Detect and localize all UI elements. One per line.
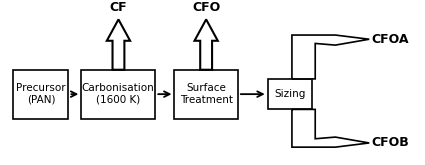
PathPatch shape bbox=[292, 109, 369, 147]
Text: Carbonisation
(1600 K): Carbonisation (1600 K) bbox=[82, 83, 155, 105]
Text: CFO: CFO bbox=[192, 1, 220, 14]
Text: CFOB: CFOB bbox=[371, 136, 409, 149]
Text: Surface
Treatment: Surface Treatment bbox=[180, 83, 232, 105]
FancyBboxPatch shape bbox=[268, 79, 312, 109]
FancyBboxPatch shape bbox=[81, 70, 155, 118]
Text: Precursor
(PAN): Precursor (PAN) bbox=[16, 83, 66, 105]
Polygon shape bbox=[195, 19, 218, 70]
Text: CFOA: CFOA bbox=[371, 33, 409, 46]
Text: CF: CF bbox=[110, 1, 127, 14]
PathPatch shape bbox=[292, 35, 369, 79]
Polygon shape bbox=[107, 19, 130, 70]
FancyBboxPatch shape bbox=[14, 70, 68, 118]
Text: Sizing: Sizing bbox=[274, 89, 306, 99]
FancyBboxPatch shape bbox=[174, 70, 238, 118]
